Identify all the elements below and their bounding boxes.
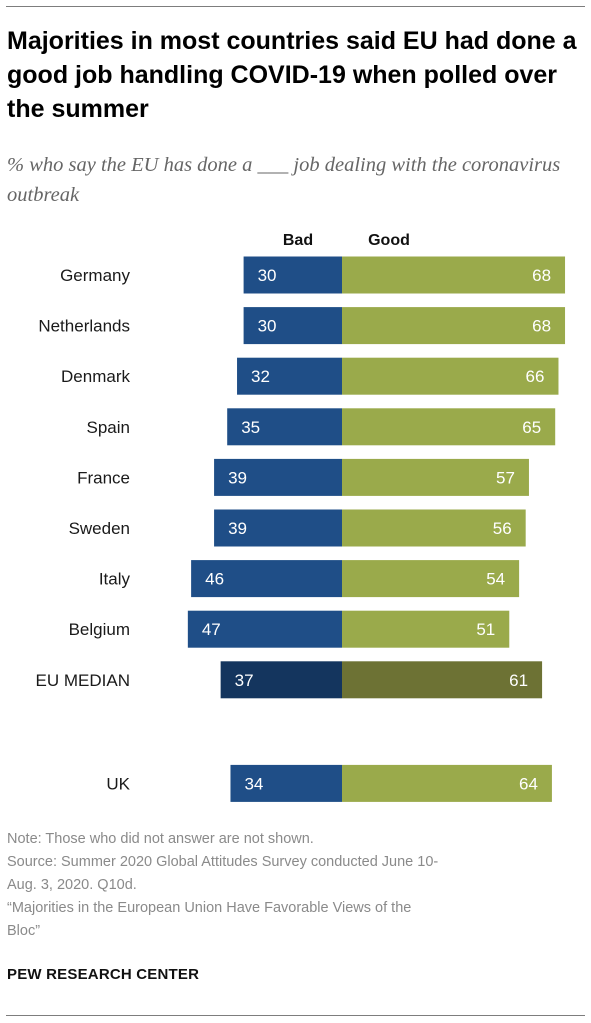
bar-good: [342, 661, 543, 699]
category-label: Sweden: [69, 519, 130, 538]
category-label: France: [77, 468, 130, 487]
data-label-bad: 39: [228, 519, 247, 538]
category-label: EU MEDIAN: [36, 671, 130, 690]
data-label-good: 66: [526, 367, 545, 386]
data-label-good: 68: [532, 317, 551, 336]
bar-good: [342, 307, 566, 345]
source-line: Aug. 3, 2020. Q10d.: [7, 877, 137, 893]
data-label-bad: 35: [241, 418, 260, 437]
data-label-good: 64: [519, 774, 538, 793]
bar-bad: [243, 256, 342, 294]
legend-good: Good: [368, 232, 410, 249]
category-label: UK: [106, 774, 130, 793]
category-label: Belgium: [69, 620, 130, 639]
bar-good: [342, 408, 556, 446]
bar-bad: [220, 661, 342, 699]
data-label-bad: 39: [228, 468, 247, 487]
note-line: Note: Those who did not answer are not s…: [7, 831, 314, 847]
chart-title: Majorities in most countries said EU had…: [7, 27, 577, 123]
bar-good: [342, 256, 566, 294]
data-label-bad: 47: [202, 620, 221, 639]
legend-bad: Bad: [283, 232, 313, 249]
source-line: Source: Summer 2020 Global Attitudes Sur…: [7, 854, 439, 870]
bar-bad: [230, 764, 342, 802]
data-label-good: 56: [493, 519, 512, 538]
report-title-line: Bloc”: [7, 923, 41, 939]
data-label-good: 61: [509, 671, 528, 690]
data-label-bad: 34: [244, 774, 263, 793]
data-label-good: 57: [496, 468, 515, 487]
bar-bad: [191, 560, 342, 598]
bar-good: [342, 610, 510, 648]
chart-subtitle: % who say the EU has done a ___ job deal…: [7, 154, 561, 206]
bar-good: [342, 357, 559, 395]
bar-bad: [214, 509, 342, 547]
top-rule: [6, 6, 585, 7]
bar-bad: [237, 357, 342, 395]
bar-bad: [187, 610, 342, 648]
category-label: Italy: [99, 570, 131, 589]
category-label: Spain: [87, 418, 130, 437]
bar-bad: [243, 307, 342, 345]
bar-good: [342, 458, 529, 496]
source-label: PEW RESEARCH CENTER: [7, 966, 200, 983]
report-title-line: “Majorities in the European Union Have F…: [7, 900, 412, 916]
data-label-bad: 30: [258, 317, 277, 336]
data-label-good: 54: [486, 570, 505, 589]
data-label-bad: 46: [205, 570, 224, 589]
data-label-good: 51: [476, 620, 495, 639]
data-label-bad: 30: [258, 266, 277, 285]
bar-bad: [227, 408, 342, 446]
data-label-good: 68: [532, 266, 551, 285]
data-label-good: 65: [522, 418, 541, 437]
bar-good: [342, 509, 526, 547]
data-label-bad: 32: [251, 367, 270, 386]
category-label: Denmark: [61, 367, 130, 386]
data-label-bad: 37: [235, 671, 254, 690]
diverging-bar-chart: Bad Good Germany 30 68 Netherlands 30 68 Denmark…: [36, 232, 566, 802]
notes: Note: Those who did not answer are not s…: [7, 828, 572, 943]
category-label: Netherlands: [38, 317, 130, 336]
bar-good: [342, 560, 520, 598]
bottom-rule: [6, 1015, 585, 1016]
bar-good: [342, 764, 552, 802]
bar-bad: [214, 458, 342, 496]
category-label: Germany: [60, 266, 130, 285]
